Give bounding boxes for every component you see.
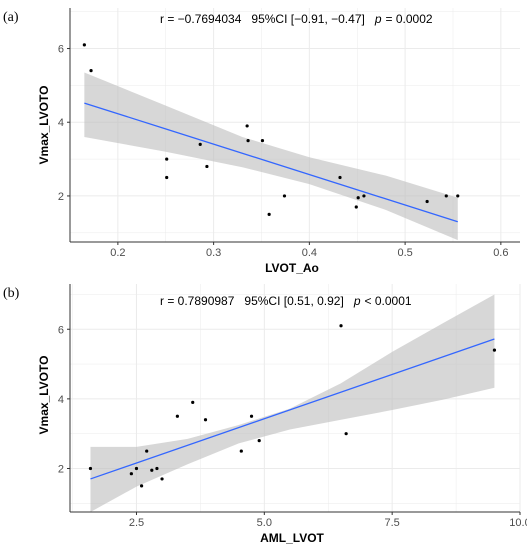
panel-b-point-12 — [239, 449, 243, 453]
panel-b-x-tick-label: 5.0 — [257, 517, 272, 529]
panel-b-x-tick-label: 2.5 — [129, 517, 144, 529]
panel-b-p-label: p — [353, 294, 361, 308]
panel-a-point-5 — [198, 142, 202, 146]
panel-b-y-ticks: 2 4 6 — [58, 324, 70, 475]
panel-a-confidence-band-area — [84, 72, 458, 241]
panel-b-point-15 — [339, 324, 343, 328]
panel-b-y-tick-label: 4 — [58, 394, 64, 406]
panel-b-chart: (b) 2.5 5.0 7.5 10.0 2 4 6 r = 0.7890987 95%CI… — [3, 284, 527, 545]
panel-a-point-14 — [356, 196, 360, 200]
panel-b-x-axis-title: AML_LVOT — [260, 531, 324, 545]
panel-b-confidence-band — [90, 294, 495, 512]
panel-b-point-9 — [175, 414, 179, 418]
panel-a-point-11 — [282, 194, 287, 198]
panel-b-fit-line — [90, 338, 495, 480]
panel-a-point-13 — [354, 205, 358, 209]
panel-a-point-12 — [338, 175, 342, 180]
panel-a-ci-text: 95%CI [−0.91, −0.47] — [251, 12, 364, 26]
panel-a-x-ticks: 0.2 0.3 0.4 0.5 0.6 — [110, 242, 508, 259]
panel-a-x-tick-label: 0.3 — [206, 247, 221, 259]
panel-a-x-tick-label: 0.6 — [493, 247, 508, 259]
panel-a-point-9 — [260, 139, 265, 143]
panel-a-axes — [69, 8, 520, 243]
panel-a-point-8 — [246, 139, 250, 143]
panel-b-point-3 — [134, 466, 139, 471]
panel-b-point-1 — [88, 466, 93, 471]
panel-a-point-2 — [89, 69, 93, 73]
panel-b-point-2 — [129, 472, 133, 476]
panel-a-point-16 — [425, 199, 429, 204]
panel-a-x-tick-label: 0.2 — [110, 247, 125, 259]
panel-b-point-17 — [492, 348, 497, 352]
panel-b-point-10 — [191, 400, 195, 404]
panel-b-label: (b) — [3, 286, 20, 301]
panel-b-point-16 — [344, 432, 348, 436]
panel-a-x-axis-title: LVOT_Ao — [265, 261, 319, 275]
panel-a-point-1 — [82, 43, 86, 47]
panel-b-point-14 — [257, 439, 261, 443]
panel-b-y-axis-title: Vmax_LVOTO — [37, 356, 51, 435]
panel-b-x-tick-label: 10.0 — [509, 517, 527, 529]
panel-a-y-ticks: 2 4 6 — [58, 44, 70, 203]
panel-b-points — [88, 324, 497, 488]
panel-a-point-17 — [444, 194, 448, 198]
panel-a-point-18 — [456, 194, 460, 198]
panel-b-point-6 — [150, 468, 154, 472]
panel-a-point-10 — [267, 212, 271, 216]
panel-a-point-6 — [205, 164, 209, 169]
panel-a-y-tick-label: 4 — [58, 117, 64, 129]
panel-b-confidence-band-area — [90, 294, 495, 512]
panel-b-regression-line — [90, 338, 495, 480]
panel-b-point-7 — [155, 466, 159, 471]
panel-a-x-tick-label: 0.5 — [397, 247, 412, 259]
panel-a-p-value: = 0.0002 — [386, 12, 433, 26]
panel-b-point-4 — [139, 484, 144, 488]
panel-b-point-5 — [145, 449, 149, 453]
panel-a-point-3 — [165, 157, 169, 161]
panel-a-points — [82, 43, 460, 216]
panel-a-confidence-band — [84, 72, 458, 241]
panel-a-y-axis-title: Vmax_LVOTO — [37, 86, 51, 165]
panel-a-chart: (a) 0.2 0.3 0.4 0.5 0.6 2 4 6 r = −0.7694034 95… — [3, 8, 520, 275]
panel-a-r-text: r = −0.7694034 — [160, 12, 242, 26]
panel-a-y-tick-label: 6 — [58, 44, 64, 56]
panel-a-p-label: p — [374, 12, 382, 26]
panel-b-y-tick-label: 6 — [58, 324, 64, 336]
panel-a-x-tick-label: 0.4 — [302, 247, 317, 259]
panel-a-point-7 — [245, 124, 249, 128]
panel-b-x-ticks: 2.5 5.0 7.5 10.0 — [129, 512, 527, 529]
panel-a-fit-line — [84, 102, 458, 223]
panel-b-p-value: < 0.0001 — [365, 294, 412, 308]
panel-b-ci-text: 95%CI [0.51, 0.92] — [244, 294, 343, 308]
panel-b-stat-annotation: r = 0.7890987 95%CI [0.51, 0.92] p < 0.0001 — [160, 294, 412, 308]
panel-a-point-15 — [362, 194, 366, 198]
panel-a-point-4 — [165, 175, 169, 180]
panel-a-regression-line — [84, 102, 458, 223]
panel-a-stat-annotation: r = −0.7694034 95%CI [−0.91, −0.47] p = 0.0… — [160, 12, 433, 26]
panel-b-r-text: r = 0.7890987 — [160, 294, 235, 308]
panel-b-y-tick-label: 2 — [58, 463, 64, 475]
panel-b-axes — [69, 284, 520, 513]
panel-b-point-13 — [249, 414, 254, 418]
panel-a-label: (a) — [3, 10, 19, 25]
panel-b-x-tick-label: 7.5 — [385, 517, 400, 529]
panel-a-y-tick-label: 2 — [58, 191, 64, 203]
panel-b-point-8 — [160, 477, 164, 481]
panel-b-point-11 — [203, 418, 208, 422]
